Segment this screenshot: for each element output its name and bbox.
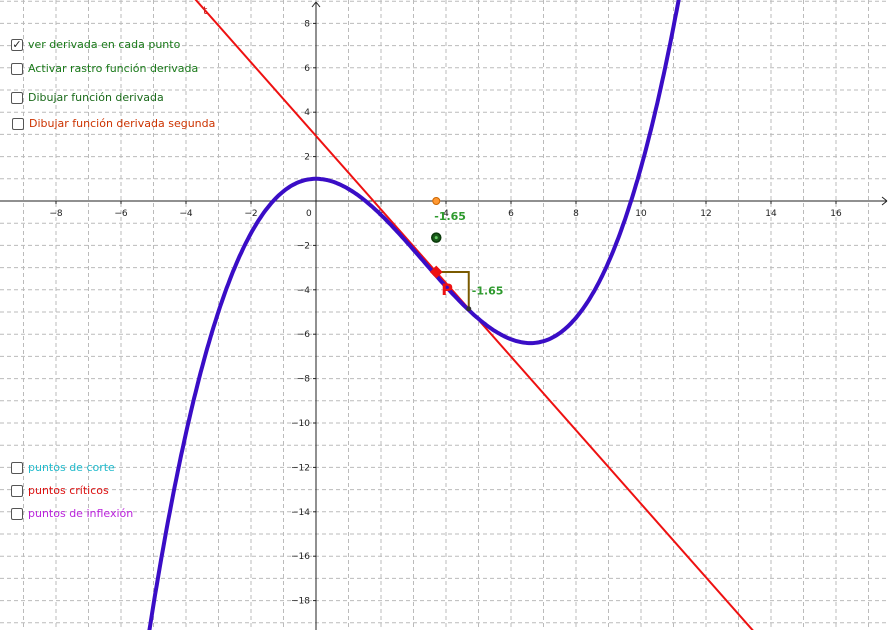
x-tick-label: 12 bbox=[700, 209, 711, 219]
y-tick-label: −8 bbox=[297, 375, 311, 385]
y-axis-arrow bbox=[311, 1, 317, 8]
x-tick-label: 14 bbox=[765, 209, 777, 219]
y-tick-label: 2 bbox=[304, 153, 310, 163]
tangent-second-point[interactable] bbox=[466, 306, 472, 312]
checkbox-puntos-inflexion[interactable]: puntos de inflexión bbox=[11, 507, 133, 520]
y-tick-label: −10 bbox=[291, 419, 310, 429]
x-tick-label: −8 bbox=[49, 209, 63, 219]
checkbox-box[interactable] bbox=[11, 62, 23, 75]
y-tick-label: −6 bbox=[297, 330, 311, 340]
x-axis-arrow bbox=[881, 196, 888, 202]
x-tick-label: 8 bbox=[573, 209, 579, 219]
x-tick-label: 10 bbox=[635, 209, 647, 219]
tangent-line[interactable] bbox=[170, 0, 771, 630]
checkbox-puntos-corte[interactable]: puntos de corte bbox=[11, 461, 115, 474]
derivative-point-center bbox=[434, 236, 438, 240]
y-axis-arrow bbox=[315, 1, 321, 8]
y-tick-label: −12 bbox=[291, 463, 310, 473]
x-axis-point[interactable] bbox=[432, 197, 441, 205]
checkbox-dibujar-derivada-segunda[interactable]: Dibujar función derivada segunda bbox=[12, 117, 215, 130]
checkbox-box[interactable] bbox=[12, 117, 24, 130]
x-tick-label: −6 bbox=[114, 209, 128, 219]
y-tick-label: 8 bbox=[304, 19, 310, 29]
checkbox-dibujar-derivada[interactable]: Dibujar función derivada bbox=[11, 91, 164, 104]
tick-labels: −8 −6 −4 −2 0 2 4 6 8 10 12 14 168642−2−4−6−8−10−12−… bbox=[49, 19, 842, 606]
checkbox-label: Dibujar función derivada segunda bbox=[29, 117, 216, 130]
checkbox-label: puntos de inflexión bbox=[28, 507, 134, 520]
checkbox-box[interactable]: ✓ bbox=[11, 38, 23, 51]
checkbox-label: puntos de corte bbox=[28, 461, 115, 474]
checkbox-box[interactable] bbox=[11, 484, 23, 497]
x-tick-label: 16 bbox=[830, 209, 842, 219]
y-tick-label: −18 bbox=[291, 597, 310, 607]
slope-triangle bbox=[436, 271, 470, 309]
checkbox-puntos-criticos[interactable]: puntos críticos bbox=[11, 484, 109, 497]
checkbox-box[interactable] bbox=[11, 507, 23, 520]
x-tick-label: 6 bbox=[508, 209, 514, 219]
y-tick-label: 6 bbox=[304, 64, 310, 74]
slope-triangle-label: -1.65 bbox=[472, 284, 504, 297]
function-curve[interactable] bbox=[147, 0, 682, 630]
checkbox-label: Dibujar función derivada bbox=[28, 91, 164, 104]
point-p-label: P bbox=[441, 280, 453, 299]
y-tick-label: −2 bbox=[297, 241, 310, 251]
checkbox-label: puntos críticos bbox=[28, 484, 109, 497]
checkbox-box[interactable] bbox=[11, 91, 23, 104]
checkbox-ver-derivada[interactable]: ✓ ver derivada en cada punto bbox=[11, 38, 180, 51]
tangent-line-label: t bbox=[203, 4, 208, 17]
checkbox-activar-rastro[interactable]: Activar rastro función derivada bbox=[11, 62, 198, 75]
slope-value-label: -1.65 bbox=[434, 210, 466, 223]
y-tick-label: −14 bbox=[291, 508, 310, 518]
y-tick-label: −4 bbox=[297, 286, 311, 296]
checkbox-label: ver derivada en cada punto bbox=[28, 38, 181, 51]
x-tick-label: −2 bbox=[244, 209, 257, 219]
checkbox-box[interactable] bbox=[11, 461, 23, 474]
checkbox-label: Activar rastro función derivada bbox=[28, 62, 199, 75]
x-axis-arrow bbox=[881, 200, 888, 206]
point-p[interactable] bbox=[429, 265, 443, 279]
x-tick-label: 4 bbox=[443, 209, 449, 219]
x-tick-label: −4 bbox=[179, 209, 193, 219]
y-tick-label: −16 bbox=[291, 552, 310, 562]
y-tick-label: 4 bbox=[304, 108, 310, 118]
x-tick-label: 0 bbox=[306, 209, 312, 219]
